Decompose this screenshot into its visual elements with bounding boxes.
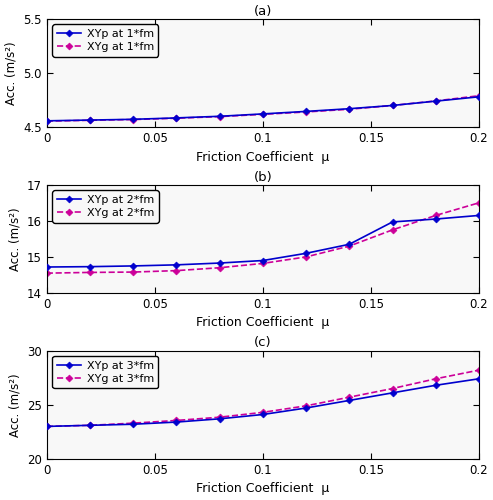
XYg at 3*fm (44, 424, 50, 430)
XYp at 1*fm (44, 118, 50, 124)
XYg at 3*fm (217, 414, 223, 420)
Y-axis label: Acc. (m/s²): Acc. (m/s²) (8, 207, 21, 270)
XYp at 2*fm (303, 250, 309, 256)
XYg at 2*fm (260, 260, 266, 266)
XYp at 1*fm (260, 111, 266, 117)
XYp at 3*fm (130, 421, 136, 427)
XYp at 1*fm (174, 115, 179, 121)
XYp at 2*fm (217, 260, 223, 266)
XYp at 3*fm (217, 416, 223, 422)
XYg at 2*fm (130, 269, 136, 275)
XYp at 1*fm (347, 106, 352, 112)
XYg at 3*fm (433, 376, 439, 382)
XYg at 3*fm (260, 410, 266, 416)
Line: XYg at 1*fm: XYg at 1*fm (44, 94, 481, 124)
XYg at 3*fm (389, 386, 395, 392)
XYp at 3*fm (476, 376, 482, 382)
XYp at 3*fm (303, 405, 309, 411)
XYg at 2*fm (389, 227, 395, 233)
XYg at 2*fm (303, 254, 309, 260)
XYg at 1*fm (303, 109, 309, 115)
XYp at 3*fm (87, 422, 93, 428)
XYp at 3*fm (347, 398, 352, 404)
XYp at 1*fm (87, 117, 93, 123)
XYp at 1*fm (303, 108, 309, 114)
XYp at 1*fm (389, 102, 395, 108)
XYg at 1*fm (87, 118, 93, 124)
XYp at 2*fm (260, 258, 266, 264)
X-axis label: Friction Coefficient  μ: Friction Coefficient μ (196, 316, 329, 330)
Legend: XYp at 3*fm, XYg at 3*fm: XYp at 3*fm, XYg at 3*fm (52, 356, 158, 388)
Line: XYg at 3*fm: XYg at 3*fm (44, 368, 481, 429)
Title: (b): (b) (253, 170, 272, 183)
XYp at 1*fm (130, 116, 136, 122)
Line: XYg at 2*fm: XYg at 2*fm (44, 200, 481, 276)
XYp at 2*fm (347, 242, 352, 248)
XYg at 1*fm (44, 118, 50, 124)
Title: (a): (a) (254, 4, 272, 18)
XYg at 3*fm (476, 367, 482, 373)
XYp at 2*fm (44, 264, 50, 270)
XYg at 3*fm (347, 394, 352, 400)
XYg at 3*fm (174, 418, 179, 424)
Title: (c): (c) (254, 336, 272, 349)
XYp at 2*fm (130, 263, 136, 269)
XYp at 1*fm (217, 114, 223, 119)
XYg at 1*fm (476, 92, 482, 98)
XYg at 3*fm (87, 422, 93, 428)
XYg at 1*fm (347, 106, 352, 112)
Legend: XYp at 2*fm, XYg at 2*fm: XYp at 2*fm, XYg at 2*fm (52, 190, 159, 222)
XYp at 3*fm (260, 412, 266, 418)
XYg at 2*fm (217, 264, 223, 270)
XYg at 1*fm (130, 116, 136, 122)
XYp at 2*fm (476, 212, 482, 218)
XYp at 1*fm (433, 98, 439, 104)
Line: XYp at 2*fm: XYp at 2*fm (44, 213, 481, 270)
XYp at 3*fm (44, 424, 50, 430)
XYg at 3*fm (303, 403, 309, 409)
XYp at 2*fm (87, 264, 93, 270)
XYg at 1*fm (174, 115, 179, 121)
XYp at 2*fm (389, 219, 395, 225)
XYg at 3*fm (130, 420, 136, 426)
XYg at 2*fm (433, 212, 439, 218)
XYp at 2*fm (433, 216, 439, 222)
XYg at 2*fm (347, 243, 352, 249)
X-axis label: Friction Coefficient  μ: Friction Coefficient μ (196, 150, 329, 164)
Line: XYp at 1*fm: XYp at 1*fm (44, 94, 481, 124)
XYp at 2*fm (174, 262, 179, 268)
Line: XYp at 3*fm: XYp at 3*fm (44, 376, 481, 429)
XYp at 3*fm (389, 390, 395, 396)
XYg at 1*fm (217, 114, 223, 119)
XYg at 2*fm (44, 270, 50, 276)
XYg at 2*fm (174, 268, 179, 274)
Legend: XYp at 1*fm, XYg at 1*fm: XYp at 1*fm, XYg at 1*fm (52, 24, 158, 56)
XYg at 2*fm (476, 200, 482, 206)
X-axis label: Friction Coefficient  μ: Friction Coefficient μ (196, 482, 329, 496)
Y-axis label: Acc. (m/s²): Acc. (m/s²) (8, 373, 22, 436)
XYp at 3*fm (174, 419, 179, 425)
XYp at 3*fm (433, 382, 439, 388)
XYg at 1*fm (389, 102, 395, 108)
Y-axis label: Acc. (m/s²): Acc. (m/s²) (5, 41, 18, 105)
XYg at 1*fm (260, 112, 266, 117)
XYg at 1*fm (433, 98, 439, 104)
XYg at 2*fm (87, 270, 93, 276)
XYp at 1*fm (476, 94, 482, 100)
